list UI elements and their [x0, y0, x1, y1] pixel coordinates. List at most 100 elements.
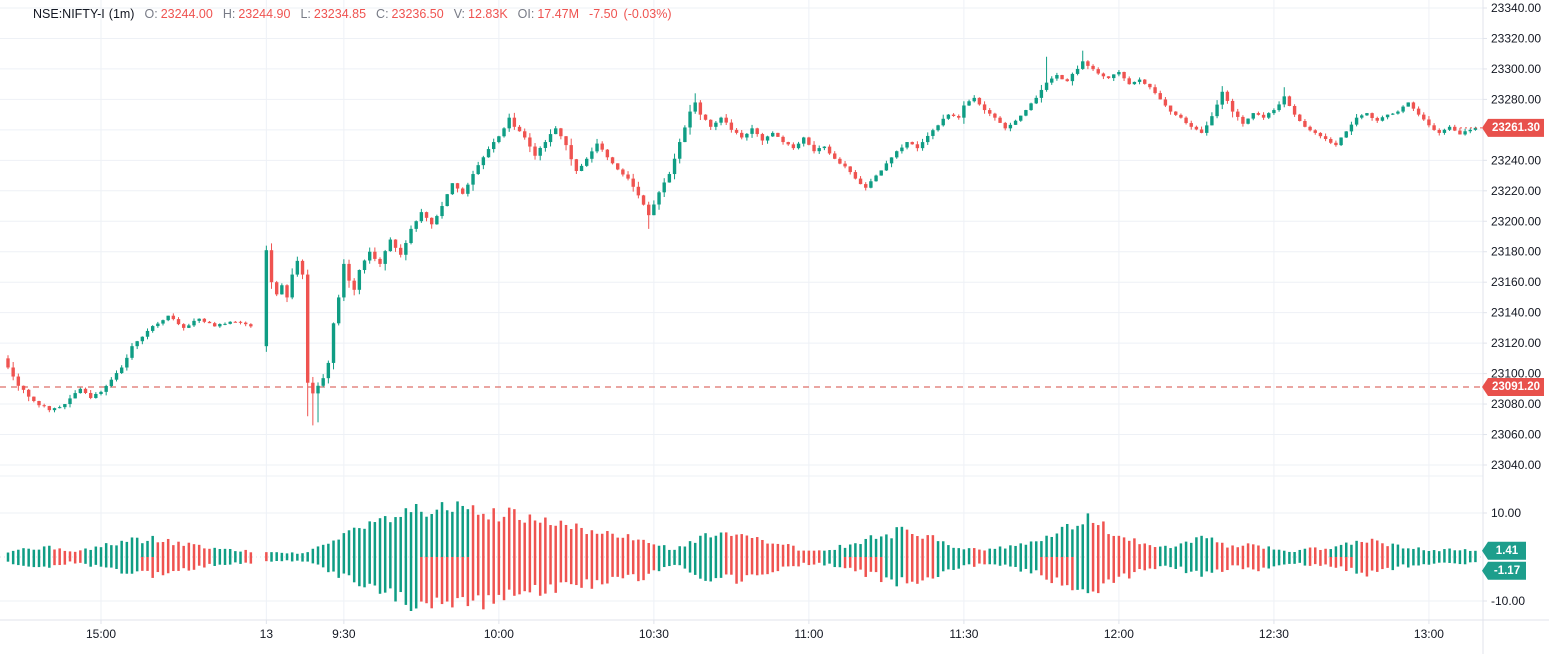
histogram-bar-negative [1396, 557, 1400, 567]
histogram-bar-positive [549, 525, 552, 557]
candle-body [145, 330, 150, 337]
histogram-bar-negative [807, 557, 811, 566]
time-tick-label: 10:30 [639, 627, 669, 641]
histogram-bar-positive [874, 538, 878, 557]
histogram-bar-negative [621, 557, 625, 579]
histogram-bar-positive [895, 527, 898, 557]
candle-body [895, 151, 899, 158]
histogram-bar-positive [1226, 547, 1229, 557]
histogram-bar-positive [1179, 543, 1183, 557]
candle-body [1153, 87, 1157, 94]
histogram-bar-negative [895, 557, 898, 587]
histogram-bar-negative [564, 557, 568, 583]
candle-body [688, 111, 692, 128]
histogram-bar-negative [1071, 557, 1074, 591]
candle-body [998, 117, 1002, 123]
candle-body [1349, 124, 1354, 132]
histogram-bar-negative [99, 557, 103, 567]
histogram-bar-positive [1034, 541, 1038, 557]
candle-body [398, 247, 403, 255]
candle-body [1385, 114, 1390, 118]
histogram-bar-positive [828, 550, 831, 557]
histogram-bar-negative [1458, 557, 1462, 565]
histogram-bar-negative [368, 557, 371, 584]
candle-body [1308, 126, 1312, 131]
histogram-bar-positive [1091, 522, 1095, 557]
candle-body [78, 388, 83, 394]
histogram-bar-negative [595, 557, 599, 581]
candle-body [249, 324, 253, 327]
histogram-bar-positive [1391, 543, 1395, 557]
histogram-bar-positive [482, 513, 485, 557]
histogram-bar-negative [662, 557, 666, 568]
histogram-bar-negative [79, 557, 82, 563]
histogram-bar-negative [327, 557, 330, 573]
candle-body [729, 122, 734, 130]
candle-body [280, 285, 284, 295]
histogram-bar-positive [104, 543, 108, 557]
histogram-bar-positive [445, 510, 449, 557]
histogram-bar-positive [1205, 538, 1208, 557]
histogram-bar-negative [27, 557, 30, 567]
histogram-bar-positive [182, 545, 185, 557]
time-axis[interactable] [0, 620, 1549, 654]
candle-body [1287, 96, 1292, 106]
histogram-bar-positive [223, 548, 227, 557]
histogram-bar-positive [611, 533, 614, 557]
candle-body [1127, 78, 1131, 85]
symbol-name[interactable]: NSE:NIFTY-I [33, 7, 105, 21]
price-axis[interactable] [1483, 0, 1549, 620]
candle-body [1406, 102, 1410, 107]
candle-body [636, 186, 641, 196]
histogram-bar-negative [1376, 557, 1379, 572]
histogram-bar-positive [244, 549, 247, 557]
histogram-bar-negative [1117, 557, 1121, 577]
histogram-bar-negative [1422, 557, 1426, 565]
histogram-bar-negative [585, 557, 588, 580]
histogram-bar-negative [549, 557, 552, 585]
close-label: C: [376, 7, 389, 21]
histogram-bar-negative [1024, 557, 1028, 569]
candle-body [972, 97, 976, 102]
histogram-bar-positive [606, 531, 609, 557]
candle-body [1344, 131, 1348, 138]
volume-label: V: [453, 7, 466, 21]
candle-body [1422, 114, 1426, 120]
histogram-bar-negative [714, 557, 718, 579]
candle-body [946, 114, 951, 119]
histogram-bar-negative [859, 557, 862, 570]
histogram-bar-positive [1040, 541, 1043, 557]
candle-body [1174, 111, 1178, 115]
candle-body [1416, 108, 1421, 115]
candle-body [853, 172, 858, 179]
candle-body [791, 144, 796, 149]
histogram-bar-negative [332, 557, 335, 572]
candle-body [776, 132, 780, 137]
histogram-bar-positive [761, 539, 764, 557]
candle-body [858, 178, 863, 185]
histogram-bar-positive [1360, 541, 1364, 557]
histogram-bar-positive [430, 514, 433, 557]
candle-body [569, 145, 573, 160]
histogram-bar-negative [1453, 557, 1457, 564]
histogram-bar-positive [301, 553, 304, 557]
histogram-bar-negative [89, 557, 92, 567]
histogram-bar-negative [1029, 557, 1033, 574]
histogram-bar-positive [1045, 535, 1048, 557]
price-tick-label: 23200.00 [1491, 214, 1541, 228]
candle-body [1019, 115, 1023, 121]
histogram-bar-positive [859, 544, 862, 557]
histogram-bar-negative [1293, 557, 1296, 564]
histogram-bar-negative [1314, 557, 1317, 565]
histogram-bar-negative [838, 557, 842, 568]
histogram-bar-negative [1329, 557, 1333, 567]
candle-body [647, 204, 651, 216]
candle-body [223, 323, 227, 325]
histogram-bar-positive [637, 539, 640, 557]
candle-body [1112, 74, 1116, 79]
histogram-bar-positive [151, 535, 154, 557]
histogram-bar-negative [952, 557, 955, 570]
histogram-bar-positive [1231, 545, 1234, 557]
indicator-value-badge-up [1482, 541, 1526, 560]
